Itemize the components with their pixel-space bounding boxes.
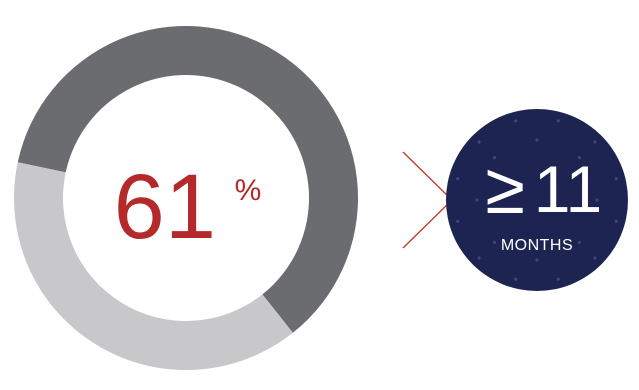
center-percentage-unit: % [235, 174, 262, 207]
badge-dot [456, 177, 460, 181]
donut-slice-2 [13, 162, 293, 371]
badge-dot [475, 198, 479, 202]
badge-number: 11 [534, 152, 603, 226]
badge-dot [614, 177, 618, 181]
badge-dot [535, 138, 539, 142]
donut-slice-1 [17, 26, 358, 333]
badge-dot [456, 219, 460, 223]
badge-dot [492, 155, 497, 160]
badge-dot [595, 198, 599, 202]
center-percentage-value: 61 [114, 156, 216, 258]
badge-dot [492, 240, 497, 245]
badge-circle [446, 109, 628, 291]
badge-dot [577, 240, 582, 245]
badge-dot [556, 277, 560, 281]
badge-dot [556, 119, 560, 123]
badge-dot [577, 155, 582, 160]
badge-unit-label: MONTHS [501, 237, 573, 254]
badge-dot [514, 277, 518, 281]
months-badge: ≥ 11 MONTHS [446, 109, 628, 291]
badge-dot-ring [456, 119, 618, 281]
badge-dot [614, 219, 618, 223]
badge-dot [593, 140, 597, 144]
pointer-chevron [402, 151, 453, 249]
donut-slices [13, 26, 358, 371]
badge-dot [477, 256, 481, 260]
badge-geq-symbol: ≥ [485, 149, 525, 229]
badge-dot [593, 256, 597, 260]
badge-dot [477, 140, 481, 144]
badge-dot [514, 119, 518, 123]
badge-dot [535, 258, 539, 262]
